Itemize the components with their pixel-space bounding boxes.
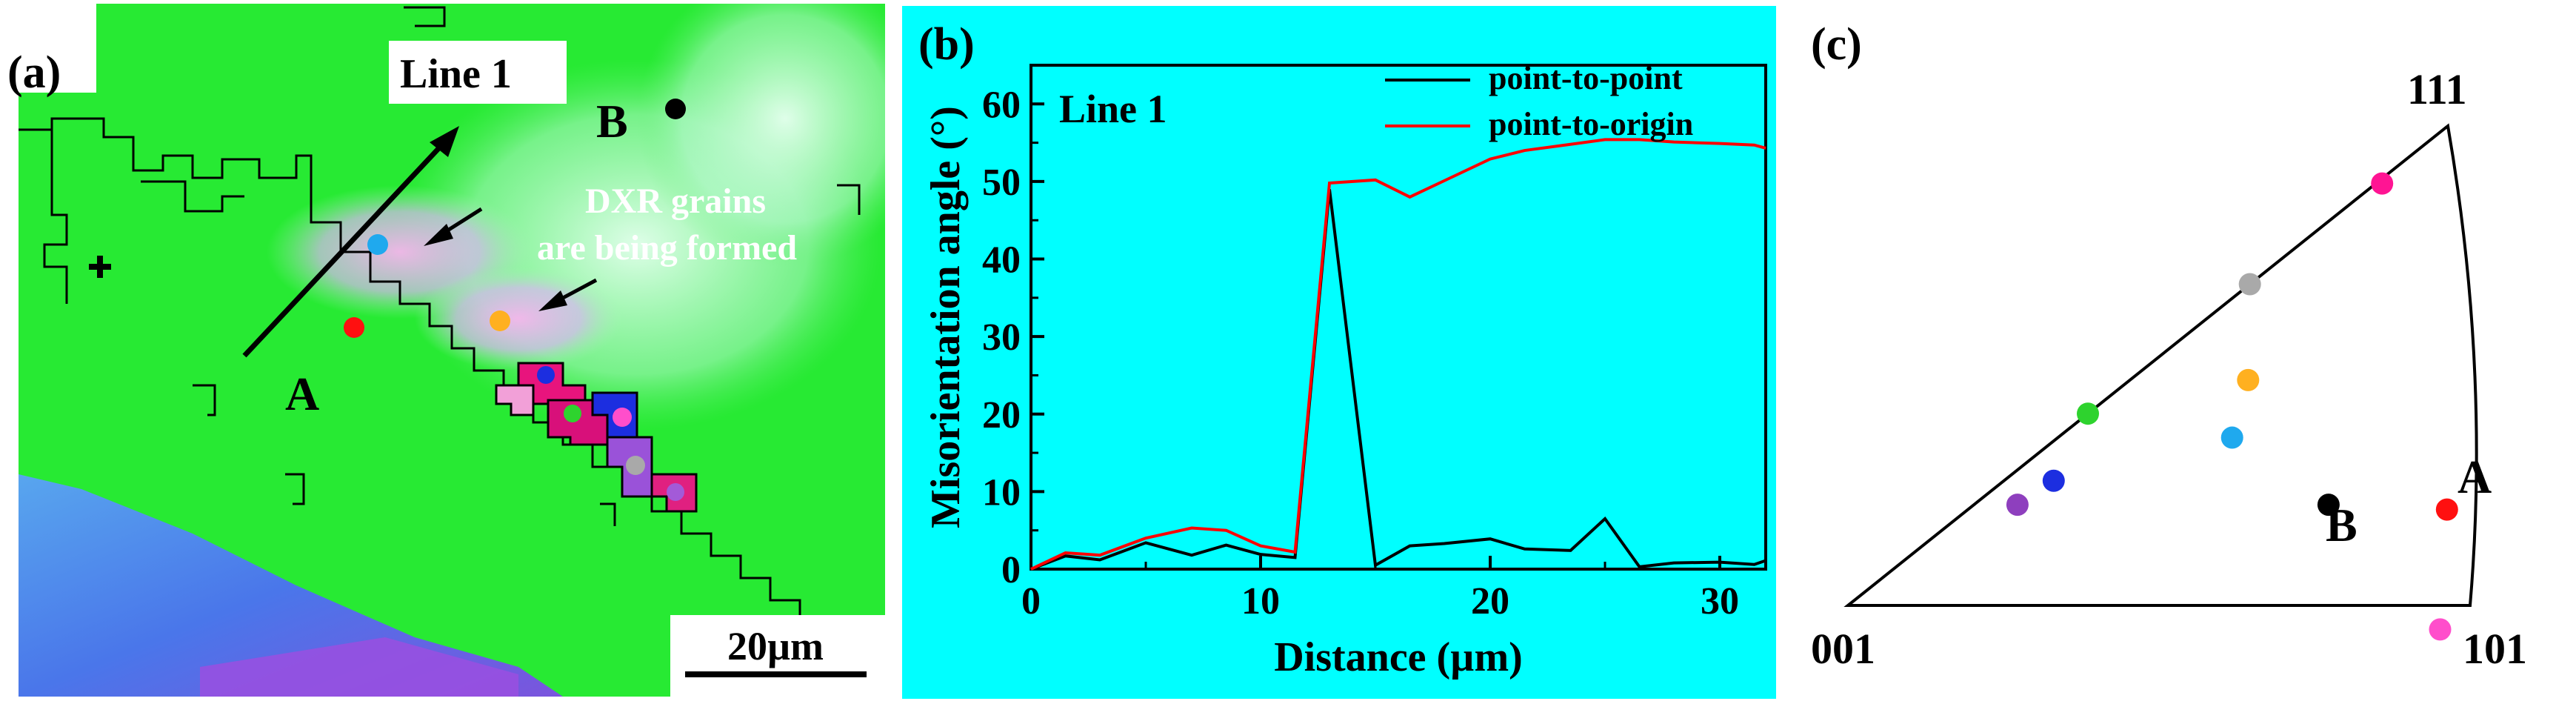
pole-point (2077, 402, 2099, 425)
pole-point (2435, 498, 2458, 521)
line-1-label: Line 1 (400, 51, 512, 97)
point-b-label: B (596, 95, 628, 147)
axes: 0 10 20 30 0 10 20 30 40 50 60 (982, 84, 1739, 622)
orientation-dot (564, 405, 581, 422)
annotation-arrowhead (538, 290, 567, 311)
y-tick-label: 30 (982, 316, 1021, 359)
orientation-map (19, 4, 885, 697)
y-tick-label: 60 (982, 84, 1021, 126)
scale-bar-box (670, 615, 885, 697)
legend-entry: point-to-point (1489, 60, 1683, 96)
annotation-line-2: are being formed (537, 228, 797, 268)
orientation-dot (537, 366, 555, 384)
grain-boundary (600, 502, 616, 526)
pole-point (2429, 618, 2452, 641)
purple-region (200, 637, 518, 697)
orientation-dot (613, 408, 632, 427)
panel-a: (a) Line 1 B A DXR grains are being form… (7, 4, 885, 697)
series-line-1 (1030, 138, 1766, 571)
line-1-arrowhead (430, 126, 459, 157)
x-tick-label: 0 (1021, 580, 1041, 622)
point-a-label: A (285, 368, 319, 420)
grain-boundary (193, 384, 216, 416)
standard-triangle (1843, 123, 2478, 607)
blue-region (19, 474, 563, 697)
line-1-arrow (242, 140, 447, 358)
y-tick-label: 10 (982, 471, 1021, 514)
orientation-dot (367, 234, 388, 255)
y-tick-label: 0 (1001, 549, 1021, 591)
grain-boundary (19, 117, 801, 615)
orientation-dot (626, 456, 645, 475)
line-label-box (389, 41, 567, 104)
data-series (1030, 138, 1766, 571)
y-axis-label: Misorientation angle (°) (923, 106, 969, 528)
orientation-dot (344, 317, 364, 338)
x-tick-label: 30 (1701, 580, 1739, 622)
panel-a-tag: (a) (7, 47, 61, 98)
point-b-dot (665, 99, 686, 119)
x-axis-label: Distance (µm) (1274, 634, 1523, 680)
corner-111-label: 111 (2407, 65, 2467, 113)
pole-point-b-label: B (2326, 499, 2358, 551)
legend-entry: point-to-origin (1489, 106, 1693, 142)
plot-frame (1030, 64, 1767, 571)
panel-b-tag: (b) (918, 19, 975, 70)
pole-point (2220, 426, 2243, 449)
scale-bar-label: 20µm (727, 624, 824, 668)
x-tick-label: 20 (1471, 580, 1509, 622)
pole-point (2317, 494, 2340, 517)
map-cutout (19, 4, 96, 93)
annotation-arrowhead (424, 224, 453, 246)
y-tick-label: 50 (982, 162, 1021, 204)
grain-boundary (285, 473, 305, 505)
pole-point (2042, 469, 2065, 492)
grain-boundary (404, 6, 446, 27)
series-line-0 (1030, 189, 1766, 571)
orientation-dot (667, 483, 684, 501)
y-tick-label: 20 (982, 394, 1021, 436)
orientation-dot (490, 310, 510, 331)
corner-001-label: 001 (1811, 625, 1875, 673)
dxr-grain (495, 384, 535, 416)
pole-points (2006, 172, 2458, 641)
inset-line-label: Line 1 (1059, 87, 1167, 131)
grain-boundary (43, 130, 68, 304)
annotation-line-1: DXR grains (585, 182, 766, 221)
x-tick-label: 10 (1241, 580, 1280, 622)
pole-point (2238, 273, 2261, 296)
pale-region-upper (637, 4, 885, 267)
plus-marker (89, 256, 111, 278)
panel-c-tag: (c) (1811, 19, 1862, 70)
panel-b-background (902, 6, 1776, 699)
panel-c: (c) 001 101 111 A B (1811, 19, 2527, 673)
grain-boundary (141, 180, 244, 213)
pole-point (2006, 494, 2029, 517)
pole-point-a-label: A (2457, 451, 2492, 503)
grain-boundary (837, 184, 861, 215)
corner-101-label: 101 (2463, 625, 2527, 673)
y-tick-label: 40 (982, 239, 1021, 282)
pole-point (2371, 172, 2394, 195)
pole-point (2237, 368, 2260, 391)
legend: point-to-point point-to-origin (1385, 60, 1693, 142)
